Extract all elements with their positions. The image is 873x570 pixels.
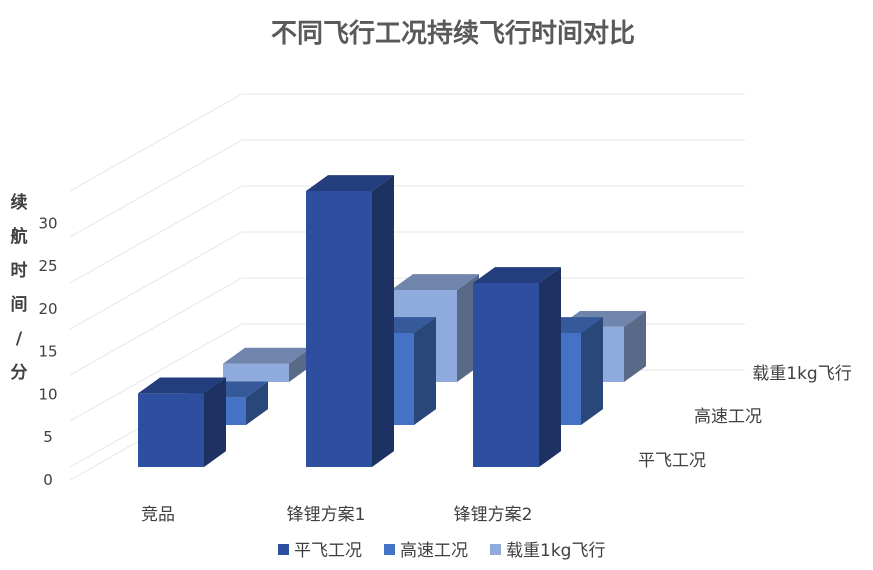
grid-diagonal bbox=[69, 139, 243, 238]
bar-front bbox=[473, 283, 539, 467]
y-label-char: 航 bbox=[11, 226, 28, 247]
grid-diagonal bbox=[69, 93, 243, 192]
y-tick-label: 20 bbox=[38, 300, 57, 318]
y-tick-label: 30 bbox=[38, 214, 57, 232]
bar-side bbox=[624, 310, 646, 382]
depth-label: 平飞工况 bbox=[638, 451, 706, 471]
grid-diagonal bbox=[69, 231, 243, 330]
legend-label: 平飞工况 bbox=[294, 541, 362, 561]
depth-label: 载重1kg飞行 bbox=[752, 364, 851, 384]
legend: 平飞工况 高速工况 载重1kg飞行 bbox=[278, 541, 605, 561]
bar-side bbox=[289, 347, 311, 382]
y-label-char: / bbox=[16, 329, 23, 349]
category-label: 竞品 bbox=[141, 505, 175, 525]
bar-side bbox=[414, 317, 436, 425]
grid-diagonal bbox=[69, 277, 243, 376]
depth-series-labels: 平飞工况 高速工况 载重1kg飞行 bbox=[638, 364, 852, 471]
bar-front bbox=[223, 363, 289, 382]
bar-side bbox=[539, 267, 561, 467]
grid-diagonal bbox=[69, 323, 243, 422]
bar-side bbox=[246, 381, 268, 425]
legend-label: 载重1kg飞行 bbox=[506, 541, 605, 561]
category-label: 锋锂方案1 bbox=[287, 505, 366, 525]
y-tick-label: 5 bbox=[43, 428, 53, 446]
grid-diagonal bbox=[69, 185, 243, 284]
category-label: 锋锂方案2 bbox=[454, 505, 533, 525]
legend-swatch bbox=[278, 544, 289, 555]
depth-label: 高速工况 bbox=[694, 407, 762, 427]
y-label-char: 分 bbox=[11, 363, 28, 383]
chart-title: 不同飞行工况持续飞行时间对比 bbox=[271, 18, 635, 49]
y-tick-label: 0 bbox=[43, 471, 53, 489]
bar-side bbox=[372, 175, 394, 467]
bar-2-0 bbox=[223, 347, 311, 382]
y-tick-label: 25 bbox=[38, 257, 57, 275]
bar-front bbox=[138, 393, 204, 467]
bar-top bbox=[391, 274, 479, 290]
bar-0-1 bbox=[306, 175, 394, 467]
bars-layer bbox=[138, 175, 646, 467]
bar-0-0 bbox=[138, 377, 226, 467]
category-labels: 竞品 锋锂方案1 锋锂方案2 bbox=[141, 505, 532, 525]
y-label-char: 间 bbox=[11, 294, 28, 315]
legend-swatch bbox=[384, 544, 395, 555]
bar-front bbox=[306, 191, 372, 467]
legend-swatch bbox=[490, 544, 501, 555]
y-axis-ticks: 0 5 10 15 20 25 30 bbox=[38, 214, 57, 489]
bar-side bbox=[581, 317, 603, 425]
bar-top bbox=[223, 347, 311, 364]
y-tick-label: 10 bbox=[38, 385, 57, 403]
bar-top bbox=[138, 377, 226, 394]
bar-top bbox=[306, 175, 394, 191]
bar-top bbox=[473, 267, 561, 283]
bar-side bbox=[204, 377, 226, 467]
y-tick-label: 15 bbox=[38, 343, 57, 361]
y-label-char: 时 bbox=[11, 261, 28, 281]
bar-0-2 bbox=[473, 267, 561, 467]
y-label-char: 续 bbox=[11, 192, 28, 213]
legend-label: 高速工况 bbox=[400, 541, 468, 561]
